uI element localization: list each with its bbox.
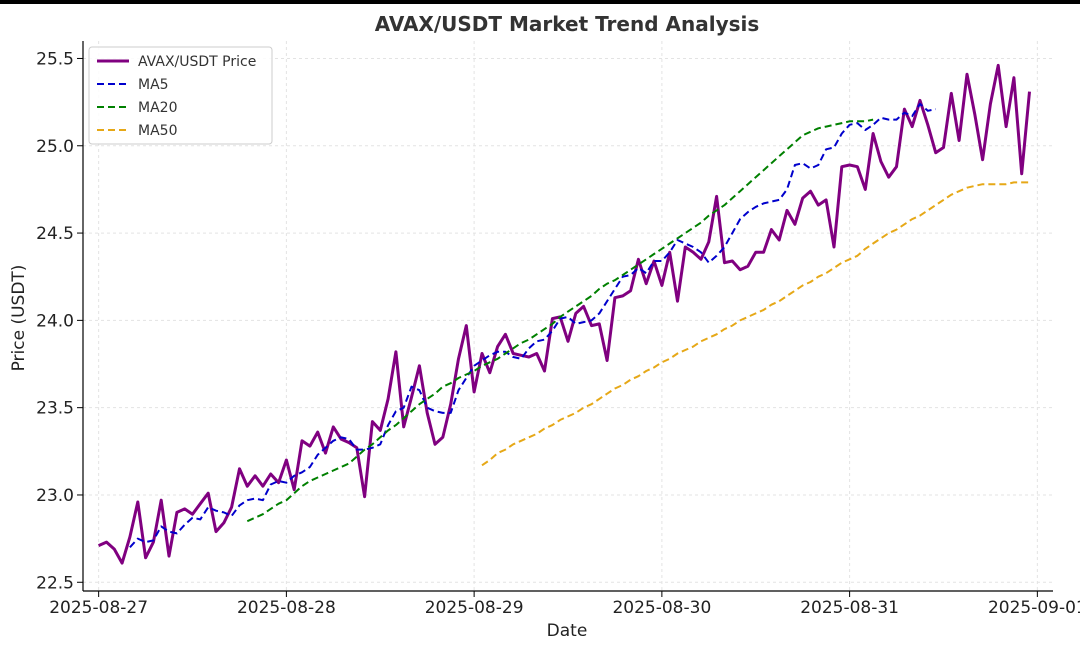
y-tick-label: 25.5 (36, 49, 74, 69)
x-tick-label: 2025-08-28 (237, 598, 336, 618)
x-axis-ticks: 2025-08-27 2025-08-28 2025-08-29 2025-08-30… (49, 591, 1080, 618)
legend-box (88, 46, 273, 145)
y-tick-label: 25.0 (36, 137, 74, 157)
chart-title: AVAX/USDT Market Trend Analysis (375, 12, 760, 36)
y-tick-label: 23.5 (36, 399, 74, 419)
y-tick-label: 22.5 (36, 573, 74, 593)
y-tick-label: 24.5 (36, 224, 74, 244)
series-lines (97, 63, 1031, 565)
y-tick-label: 23.0 (36, 486, 74, 506)
window-top-border (0, 0, 1080, 4)
series-line-ma50 (481, 181, 1030, 467)
legend-label: MA5 (138, 77, 169, 93)
x-tick-label: 2025-09-01 (988, 598, 1080, 618)
legend-label: MA50 (138, 123, 177, 139)
y-axis-ticks: 22.5 23.0 23.5 24.0 24.5 25.0 25.5 (36, 49, 83, 593)
legend-label: MA20 (138, 100, 177, 116)
x-tick-label: 2025-08-30 (612, 598, 711, 618)
x-tick-label: 2025-08-31 (800, 598, 899, 618)
y-axis-title: Price (USDT) (9, 265, 29, 372)
series-line-avax-usdt-price (97, 63, 1031, 565)
legend-label: AVAX/USDT Price (138, 54, 256, 70)
series-line-ma5 (129, 102, 936, 548)
series-line-ma20 (246, 118, 874, 523)
y-tick-label: 24.0 (36, 311, 74, 331)
chart-legend: AVAX/USDT Price MA5 MA20 MA50 (88, 46, 273, 145)
x-tick-label: 2025-08-27 (49, 598, 148, 618)
x-axis-title: Date (547, 621, 588, 641)
axes-frame (82, 41, 1053, 592)
x-tick-label: 2025-08-29 (425, 598, 524, 618)
